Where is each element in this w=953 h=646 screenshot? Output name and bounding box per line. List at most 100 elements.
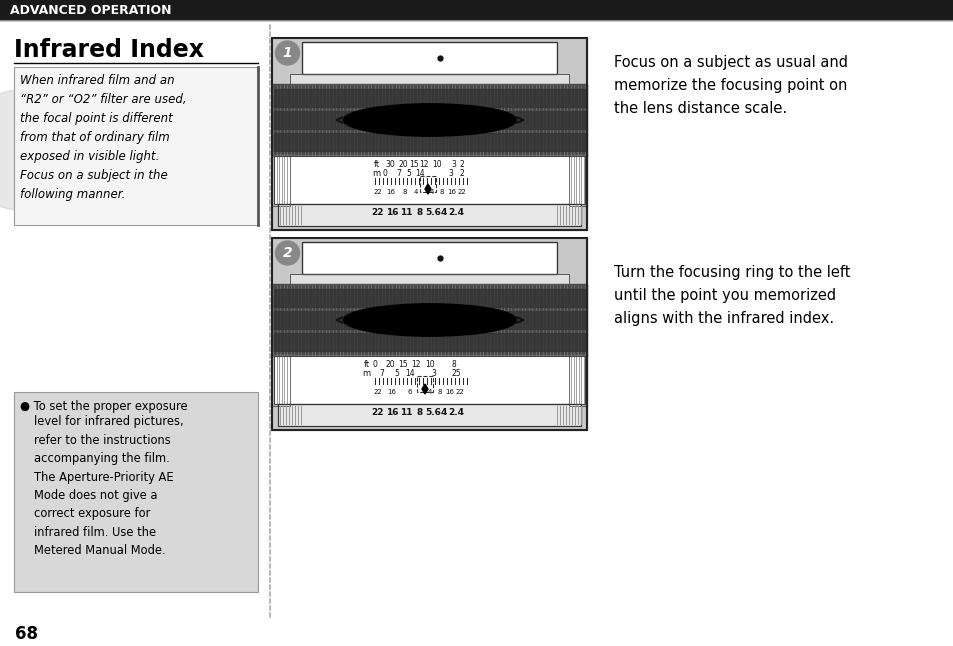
Text: 22: 22 <box>456 389 464 395</box>
Text: 30: 30 <box>385 160 395 169</box>
Bar <box>273 38 587 230</box>
Text: 10: 10 <box>432 160 441 169</box>
Text: 8: 8 <box>439 189 444 195</box>
Text: 0: 0 <box>382 169 387 178</box>
Bar <box>291 274 569 284</box>
Bar <box>273 354 291 406</box>
Bar <box>273 154 291 206</box>
Text: 16: 16 <box>386 189 395 195</box>
Bar <box>14 392 257 592</box>
Text: 7: 7 <box>396 169 401 178</box>
Bar <box>273 354 291 406</box>
Text: 15: 15 <box>409 160 418 169</box>
Ellipse shape <box>343 304 517 336</box>
Text: 8: 8 <box>416 408 423 417</box>
Bar <box>274 156 585 204</box>
Text: 2: 2 <box>282 246 292 260</box>
Text: 22: 22 <box>457 189 466 195</box>
Text: 11: 11 <box>399 208 412 217</box>
Bar <box>278 404 581 426</box>
Text: 16: 16 <box>387 389 396 395</box>
Bar <box>274 311 585 329</box>
Text: 4: 4 <box>440 208 447 217</box>
Bar <box>273 84 587 156</box>
Text: 11: 11 <box>399 408 412 417</box>
Text: 12: 12 <box>411 360 420 369</box>
Circle shape <box>275 41 299 65</box>
Text: 4: 4 <box>440 408 447 417</box>
Text: 2: 2 <box>459 160 464 169</box>
Text: 2.4: 2.4 <box>448 408 463 417</box>
Text: 20: 20 <box>397 160 407 169</box>
Bar <box>274 111 585 129</box>
Text: 8: 8 <box>416 208 423 217</box>
Bar <box>302 242 557 274</box>
Text: 3: 3 <box>448 169 453 178</box>
Text: 4: 4 <box>414 189 417 195</box>
Polygon shape <box>421 384 428 394</box>
Bar <box>302 242 557 274</box>
Circle shape <box>275 241 299 265</box>
Text: 0: 0 <box>373 360 377 369</box>
Text: 7: 7 <box>379 369 384 378</box>
Bar <box>569 154 587 206</box>
Text: 22: 22 <box>374 189 382 195</box>
Text: 2: 2 <box>459 169 464 178</box>
Text: ft: ft <box>374 160 379 169</box>
Bar <box>273 238 587 430</box>
Bar <box>569 354 587 406</box>
Text: 5: 5 <box>395 369 399 378</box>
Text: 22: 22 <box>372 408 384 417</box>
Bar <box>569 354 587 406</box>
Text: level for infrared pictures,
refer to the instructions
accompanying the film.
Th: level for infrared pictures, refer to th… <box>34 415 183 557</box>
Bar <box>302 42 557 74</box>
Text: m: m <box>361 369 370 378</box>
Text: 4: 4 <box>427 389 432 395</box>
Text: 5.6: 5.6 <box>425 408 440 417</box>
Text: Focus on a subject as usual and
memorize the focusing point on
the lens distance: Focus on a subject as usual and memorize… <box>614 55 847 116</box>
Text: m: m <box>372 169 379 178</box>
Text: ADVANCED OPERATION: ADVANCED OPERATION <box>10 3 172 17</box>
Text: 20: 20 <box>385 360 395 369</box>
Text: 16: 16 <box>385 208 397 217</box>
Text: 68: 68 <box>15 625 38 643</box>
Bar <box>274 333 585 351</box>
Bar <box>274 289 585 307</box>
Bar <box>273 154 291 206</box>
Text: 3: 3 <box>451 160 456 169</box>
Bar <box>0 0 953 20</box>
Bar <box>278 204 581 226</box>
Text: 14: 14 <box>405 369 415 378</box>
Bar <box>274 133 585 151</box>
Bar <box>14 67 257 225</box>
Text: 16: 16 <box>445 389 454 395</box>
Text: 10: 10 <box>425 360 435 369</box>
Text: ● To set the proper exposure: ● To set the proper exposure <box>20 400 188 413</box>
Bar <box>302 42 557 74</box>
Text: 14: 14 <box>415 169 424 178</box>
Text: 4: 4 <box>430 189 434 195</box>
Bar <box>278 204 581 226</box>
Bar <box>291 74 569 84</box>
Text: 12: 12 <box>418 160 428 169</box>
Bar <box>273 238 587 430</box>
Bar <box>569 154 587 206</box>
Text: 16: 16 <box>385 408 397 417</box>
Text: 3: 3 <box>431 369 436 378</box>
Text: Infrared Index: Infrared Index <box>14 38 204 62</box>
Text: 22: 22 <box>374 389 382 395</box>
Text: When infrared film and an
“R2” or “O2” filter are used,
the focal point is diffe: When infrared film and an “R2” or “O2” f… <box>20 74 187 201</box>
Text: 16: 16 <box>447 189 456 195</box>
Text: 8: 8 <box>437 389 442 395</box>
Bar <box>291 74 569 84</box>
Text: 8: 8 <box>451 360 456 369</box>
Ellipse shape <box>343 104 517 136</box>
Bar <box>273 284 587 356</box>
Bar <box>274 89 585 107</box>
Text: 15: 15 <box>397 360 407 369</box>
Text: 5: 5 <box>406 169 411 178</box>
Text: 6: 6 <box>407 389 412 395</box>
Bar <box>274 356 585 404</box>
Bar <box>273 38 587 230</box>
Circle shape <box>0 90 80 210</box>
